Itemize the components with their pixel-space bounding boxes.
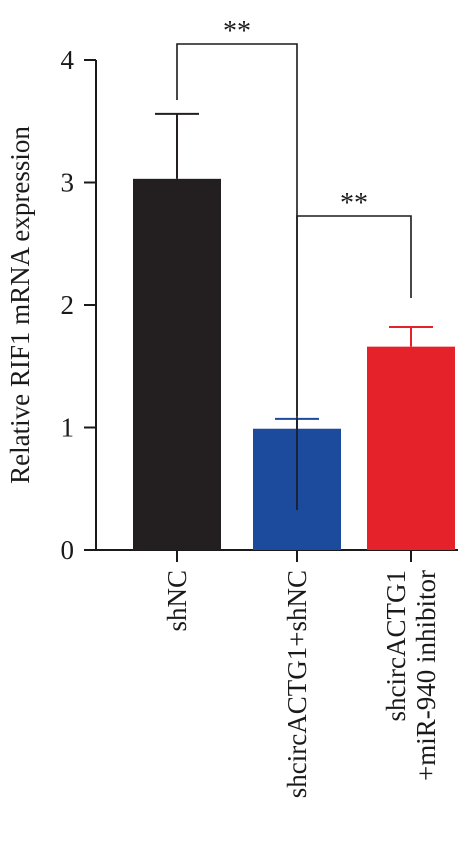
y-tick-label: 2 [61, 290, 75, 320]
y-tick-label: 1 [61, 413, 75, 443]
chart-marks: 0 1 2 3 4 shNC shcircACTG1+shNC shcircACTG1 +miR… [61, 16, 458, 798]
x-tick-label: shNC [162, 570, 192, 632]
y-axis-label: Relative RIF1 mRNA expression [5, 126, 35, 484]
significance-label: ** [223, 16, 251, 47]
x-tick-label: shcircACTG1 [381, 570, 411, 721]
x-tick-label: shcircACTG1+shNC [282, 570, 312, 798]
significance-label: ** [340, 188, 368, 219]
x-tick-label: +miR-940 inhibitor [411, 570, 441, 781]
y-tick-label: 0 [61, 535, 75, 565]
y-tick-label: 3 [61, 168, 75, 198]
y-tick-label: 4 [61, 45, 75, 75]
bar [133, 178, 221, 550]
significance-bracket [296, 215, 412, 416]
bar [367, 346, 455, 550]
